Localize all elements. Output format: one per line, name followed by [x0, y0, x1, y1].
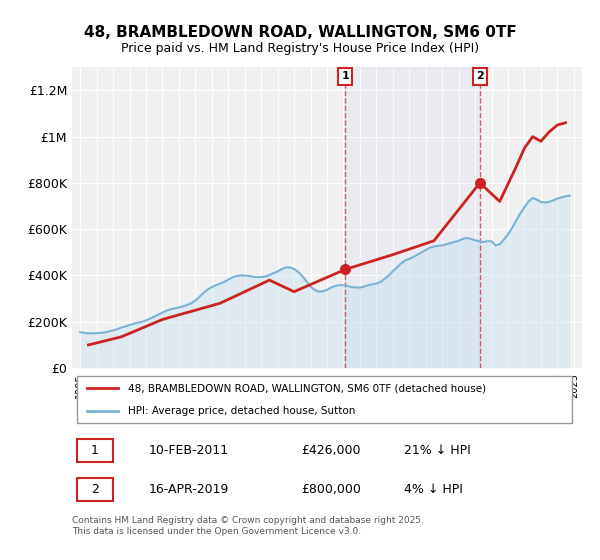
- Text: £800,000: £800,000: [302, 483, 361, 496]
- Text: 48, BRAMBLEDOWN ROAD, WALLINGTON, SM6 0TF: 48, BRAMBLEDOWN ROAD, WALLINGTON, SM6 0T…: [83, 25, 517, 40]
- Text: Contains HM Land Registry data © Crown copyright and database right 2025.
This d: Contains HM Land Registry data © Crown c…: [72, 516, 424, 535]
- Text: 16-APR-2019: 16-APR-2019: [149, 483, 229, 496]
- Text: 10-FEB-2011: 10-FEB-2011: [149, 444, 229, 457]
- FancyBboxPatch shape: [77, 439, 113, 462]
- Text: 21% ↓ HPI: 21% ↓ HPI: [404, 444, 470, 457]
- FancyBboxPatch shape: [77, 478, 113, 501]
- Text: 1: 1: [91, 444, 99, 457]
- Text: 2: 2: [476, 72, 484, 81]
- Text: £426,000: £426,000: [302, 444, 361, 457]
- Text: 1: 1: [341, 72, 349, 81]
- Text: 4% ↓ HPI: 4% ↓ HPI: [404, 483, 463, 496]
- Text: Price paid vs. HM Land Registry's House Price Index (HPI): Price paid vs. HM Land Registry's House …: [121, 42, 479, 55]
- Text: 48, BRAMBLEDOWN ROAD, WALLINGTON, SM6 0TF (detached house): 48, BRAMBLEDOWN ROAD, WALLINGTON, SM6 0T…: [128, 383, 486, 393]
- Text: 2: 2: [91, 483, 99, 496]
- Text: HPI: Average price, detached house, Sutton: HPI: Average price, detached house, Sutt…: [128, 406, 355, 416]
- FancyBboxPatch shape: [77, 376, 572, 423]
- Bar: [345, 67, 480, 368]
